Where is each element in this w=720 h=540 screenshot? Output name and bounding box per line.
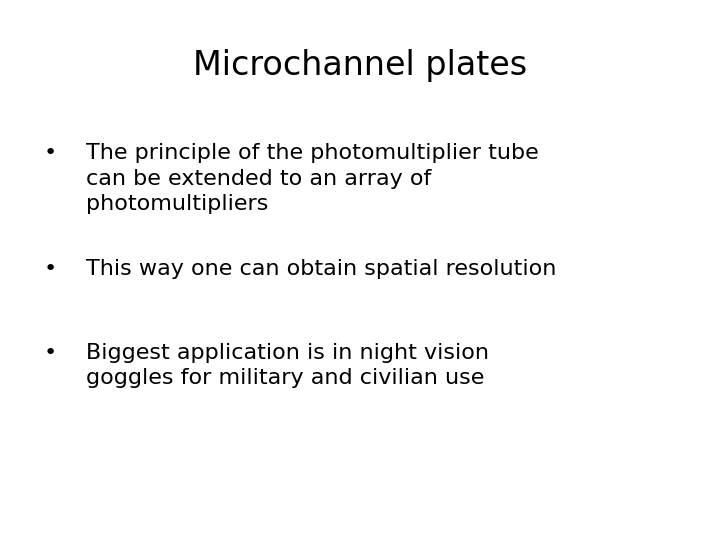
Text: Biggest application is in night vision
goggles for military and civilian use: Biggest application is in night vision g… — [86, 343, 490, 388]
Text: The principle of the photomultiplier tube
can be extended to an array of
photomu: The principle of the photomultiplier tub… — [86, 143, 539, 214]
Text: •: • — [44, 259, 57, 279]
Text: This way one can obtain spatial resolution: This way one can obtain spatial resoluti… — [86, 259, 557, 279]
Text: •: • — [44, 343, 57, 363]
Text: •: • — [44, 143, 57, 163]
Text: Microchannel plates: Microchannel plates — [193, 49, 527, 82]
